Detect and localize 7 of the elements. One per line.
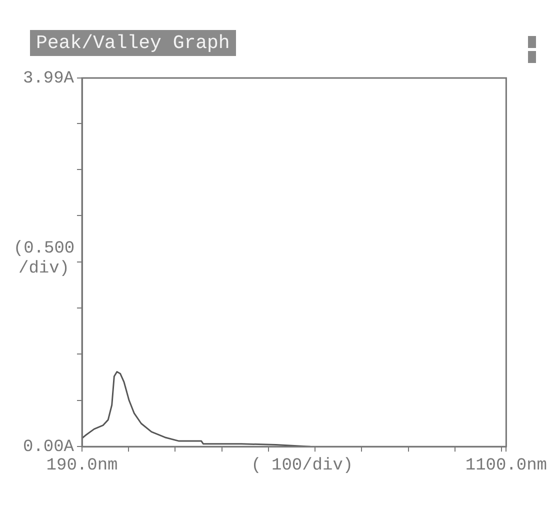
y-tick-label: 0.00A <box>22 438 75 458</box>
x-tick-label: 190.0nm <box>46 456 118 476</box>
y-axis-title: (0.500 /div) <box>13 239 75 278</box>
x-axis-title: ( 100/div) <box>251 456 354 476</box>
chart-title: Peak/Valley Graph <box>30 30 236 56</box>
y-tick-label: 3.99A <box>22 70 75 88</box>
x-tick-label: 1100.0nm <box>465 456 548 476</box>
